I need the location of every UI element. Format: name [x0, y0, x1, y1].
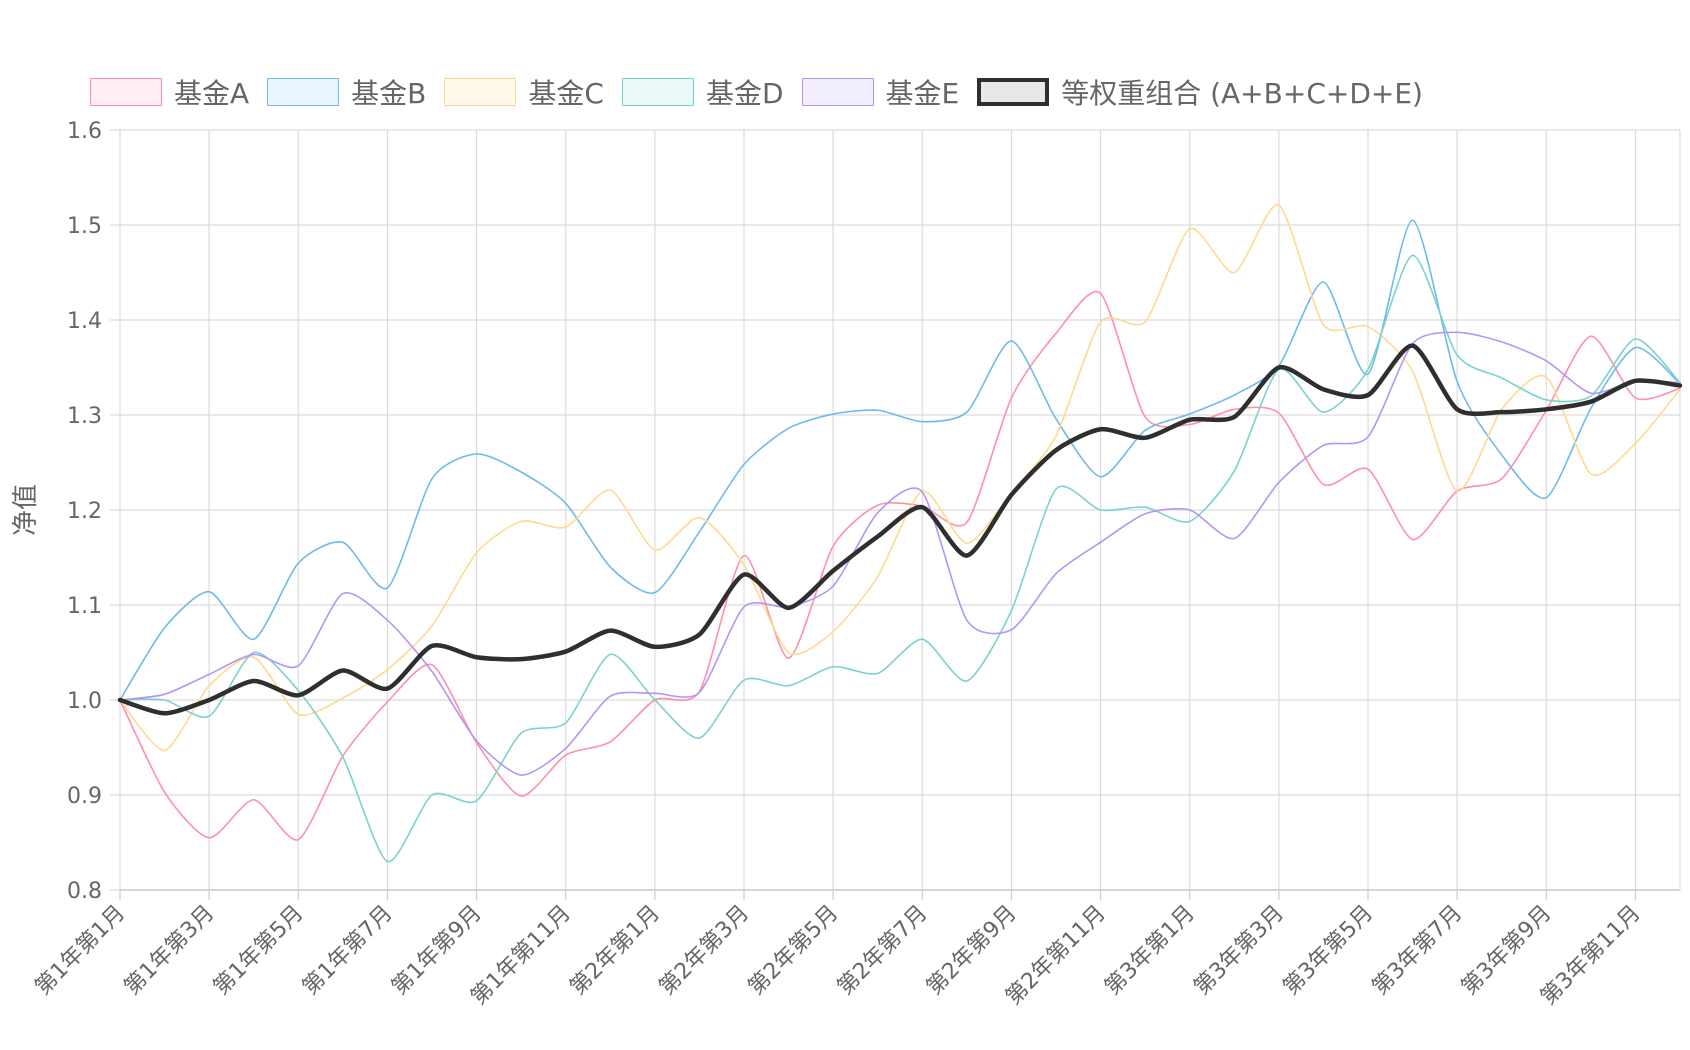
y-axis: 0.8 0.9 1.0 1.1 1.2 1.3 1.4 1.5 1.6 [67, 119, 120, 904]
x-tick-label: 第3年第1月 [1100, 901, 1200, 1001]
series-line-2 [119, 219, 1681, 701]
x-axis: 第1年第1月第1年第3月第1年第5月第1年第7月第1年第9月第1年第11月第2年… [31, 890, 1646, 1010]
series-line-3 [119, 204, 1681, 752]
x-tick-label: 第1年第1月 [31, 901, 131, 1001]
y-tick-label: 1.4 [67, 309, 102, 334]
y-tick-label: 1.5 [67, 214, 102, 239]
x-tick-label: 第2年第5月 [744, 901, 844, 1001]
y-tick-label: 0.8 [67, 879, 102, 904]
legend-swatch [90, 78, 162, 106]
x-tick-label: 第1年第7月 [298, 901, 398, 1001]
x-tick-label: 第3年第5月 [1279, 901, 1379, 1001]
legend-swatch [267, 78, 340, 106]
chart-legend: 基金A 基金B 基金C 基金D 基金E 等权重组合 (A+B+C+D+E) [90, 72, 1441, 112]
x-tick-label: 第2年第9月 [922, 901, 1022, 1001]
x-tick-label: 第2年第1月 [565, 901, 665, 1001]
series-line-1 [119, 290, 1681, 841]
x-tick-label: 第2年第7月 [833, 901, 933, 1001]
y-tick-label: 1.0 [67, 689, 102, 714]
legend-swatch [444, 78, 517, 106]
x-tick-label: 第3年第3月 [1189, 901, 1289, 1001]
y-tick-label: 1.1 [67, 594, 102, 619]
legend-label: 基金E [885, 77, 960, 110]
grid-lines [119, 129, 1681, 891]
legend-label: 基金C [528, 77, 604, 110]
x-tick-label: 第1年第5月 [209, 901, 309, 1001]
y-tick-label: 1.3 [67, 404, 102, 429]
x-tick-label: 第3年第9月 [1457, 901, 1557, 1001]
legend-item-2[interactable]: 基金B [267, 72, 426, 112]
legend-item-4[interactable]: 基金D [621, 72, 784, 112]
series-line-4 [119, 254, 1681, 863]
x-tick-label: 第1年第3月 [120, 901, 220, 1001]
legend-swatch [801, 78, 874, 106]
legend-label: 基金A [174, 77, 250, 110]
legend-item-1[interactable]: 基金A [90, 72, 249, 112]
legend-item-5[interactable]: 基金E [801, 72, 960, 112]
legend-label: 等权重组合 (A+B+C+D+E) [1061, 77, 1423, 110]
y-axis-title: 净值 [11, 484, 41, 536]
legend-label: 基金D [705, 77, 784, 110]
legend-label: 基金B [351, 77, 427, 110]
y-tick-label: 1.6 [67, 119, 102, 144]
series-line-6 [117, 343, 1683, 716]
legend-item-6[interactable]: 等权重组合 (A+B+C+D+E) [977, 72, 1423, 112]
legend-swatch [621, 78, 694, 106]
y-tick-label: 0.9 [67, 784, 102, 809]
series-lines [117, 204, 1683, 863]
y-tick-label: 1.2 [67, 499, 102, 524]
legend-item-3[interactable]: 基金C [444, 72, 604, 112]
x-tick-label: 第3年第7月 [1368, 901, 1468, 1001]
x-tick-label: 第1年第9月 [387, 901, 487, 1001]
x-tick-label: 第2年第3月 [655, 901, 755, 1001]
legend-swatch [977, 78, 1050, 106]
